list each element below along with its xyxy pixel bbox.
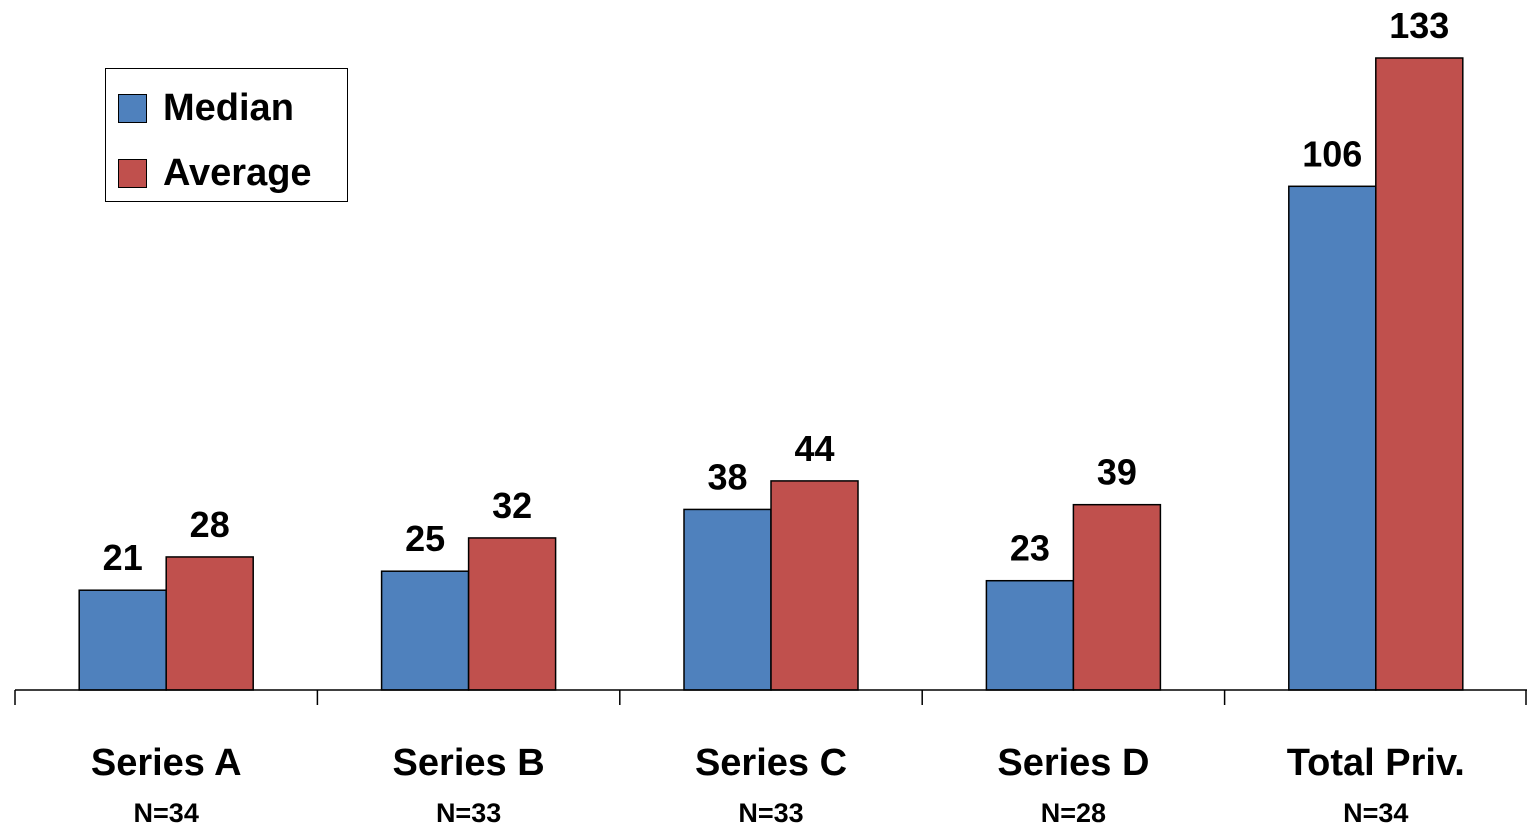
x-tick-label-series-c: Series C [695, 742, 847, 784]
data-label-median-series-c: 38 [707, 456, 747, 497]
x-sample-size-series-c: N=33 [738, 798, 803, 828]
bar-median-total-priv [1288, 185, 1377, 691]
bar-average-series-a [165, 556, 254, 691]
bars-layer [78, 57, 1464, 691]
data-label-median-series-b: 25 [405, 518, 445, 559]
bar-average-series-c [770, 480, 859, 691]
bar-median-series-d [985, 579, 1075, 691]
legend-item-median: Median [118, 89, 294, 127]
data-label-average-series-a: 28 [190, 504, 230, 545]
data-label-average-total-priv: 133 [1389, 5, 1449, 46]
category-labels-layer: Series A N=34 Series B N=33 Series C N=33 Seri… [91, 742, 1465, 828]
bar-median-series-b [380, 570, 470, 691]
x-axis [14, 689, 1527, 705]
legend-swatch-median [118, 93, 147, 123]
data-label-average-series-b: 32 [492, 485, 532, 526]
data-label-average-series-c: 44 [794, 428, 834, 469]
legend-item-average: Average [118, 154, 312, 192]
x-sample-size-series-a: N=34 [134, 798, 199, 828]
x-tick-label-series-d: Series D [997, 742, 1149, 784]
data-label-median-series-a: 21 [103, 537, 143, 578]
bar-average-series-b [467, 537, 557, 691]
data-labels-layer: 21 28 25 32 38 44 23 39 106 133 [103, 5, 1450, 578]
legend-label-average: Average [163, 152, 312, 194]
bar-average-total-priv [1375, 57, 1464, 691]
bar-median-series-a [78, 589, 167, 691]
x-sample-size-total-priv: N=34 [1343, 798, 1408, 828]
data-label-median-series-d: 23 [1010, 528, 1050, 569]
legend: Median Average [105, 68, 348, 202]
bar-average-series-d [1072, 503, 1162, 691]
legend-label-median: Median [163, 87, 294, 129]
data-label-average-series-d: 39 [1097, 452, 1137, 493]
x-tick-label-series-a: Series A [91, 742, 242, 784]
bar-median-series-c [683, 508, 772, 691]
legend-swatch-average [118, 158, 147, 188]
x-sample-size-series-b: N=33 [436, 798, 501, 828]
x-tick-label-series-b: Series B [393, 742, 545, 784]
data-label-median-total-priv: 106 [1302, 133, 1362, 174]
x-tick-label-total-priv: Total Priv. [1287, 742, 1465, 784]
x-sample-size-series-d: N=28 [1041, 798, 1106, 828]
